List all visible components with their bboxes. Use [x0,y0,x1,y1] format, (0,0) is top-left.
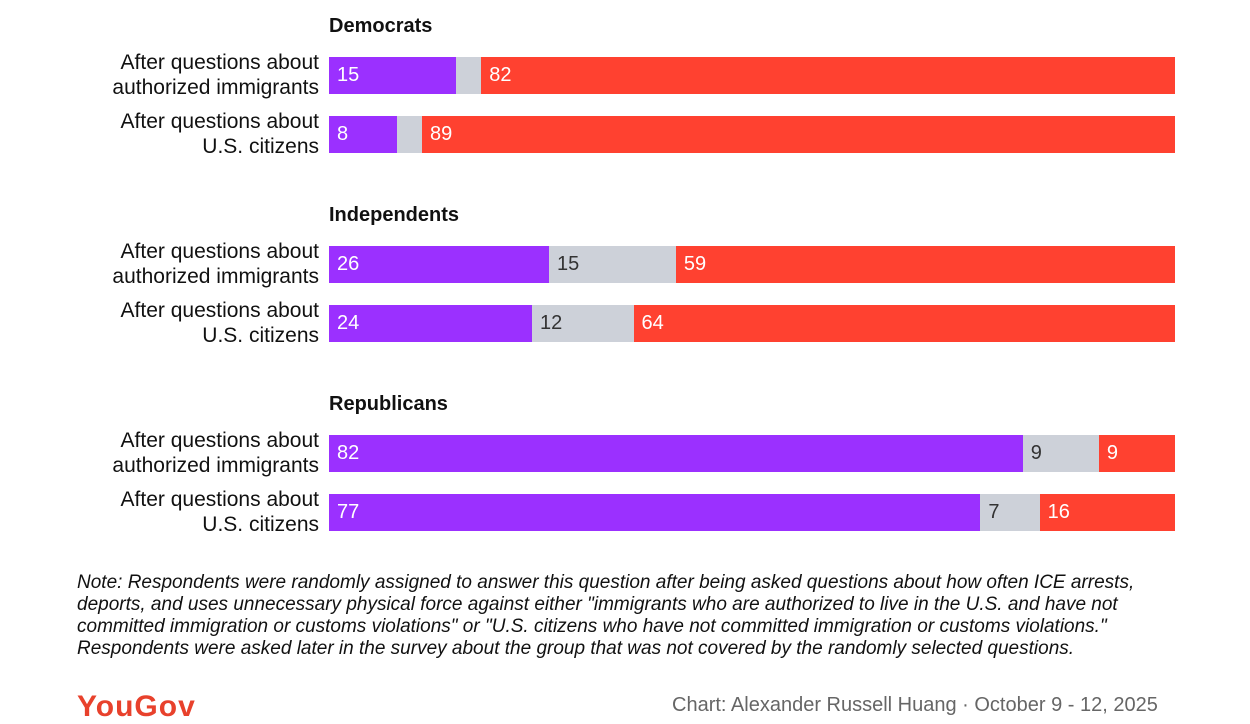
bar-segment-grey: 9 [1022,435,1099,472]
bar-segment-red: 82 [481,57,1175,94]
bar-segment-red: 89 [422,116,1175,153]
chart-credit: Chart: Alexander Russell Huang · October… [672,694,1158,716]
bar-segment-grey [396,116,423,153]
bar-segment-purple: 24 [329,305,533,342]
bar-segment-red: 16 [1039,494,1175,531]
bar-segment-red: 64 [633,305,1175,342]
row-label-line: authorized immigrants [112,76,319,99]
row-label: After questions about authorized immigran… [19,428,319,478]
bar-segment-purple: 82 [329,435,1023,472]
row-label: After questions about U.S. citizens [19,109,319,159]
stacked-bar: 24 12 64 [329,305,1175,342]
row-label-line: After questions about [120,299,319,322]
row-label-line: U.S. citizens [202,324,319,347]
row-label: After questions about authorized immigran… [19,239,319,289]
stacked-bar: 82 9 9 [329,435,1175,472]
row-label-line: U.S. citizens [202,135,319,158]
stacked-bar: 26 15 59 [329,246,1175,283]
group-title: Independents [329,204,460,226]
bar-segment-grey [455,57,482,94]
bar-segment-grey: 15 [548,246,676,283]
bar-segment-purple: 26 [329,246,549,283]
row-label-line: After questions about [120,488,319,511]
row-label: After questions about U.S. citizens [19,298,319,348]
bar-segment-purple: 8 [329,116,397,153]
stacked-bar: 8 89 [329,116,1175,153]
group-title: Democrats [329,15,433,37]
yougov-logo: YouGov [77,690,196,723]
bar-segment-purple: 15 [329,57,456,94]
bar-segment-red: 9 [1098,435,1175,472]
row-label-line: authorized immigrants [112,265,319,288]
bar-segment-grey: 7 [980,494,1040,531]
row-label-line: After questions about [120,110,319,133]
row-label-line: U.S. citizens [202,513,319,536]
group-title: Republicans [329,393,448,415]
stacked-bar: 77 7 16 [329,494,1175,531]
bar-segment-red: 59 [675,246,1175,283]
row-label-line: authorized immigrants [112,454,319,477]
stacked-bar: 15 82 [329,57,1175,94]
row-label-line: After questions about [120,240,319,263]
row-label: After questions about U.S. citizens [19,487,319,537]
row-label-line: After questions about [120,429,319,452]
chart-note: Note: Respondents were randomly assigned… [77,572,1135,659]
row-label: After questions about authorized immigran… [19,50,319,100]
bar-segment-purple: 77 [329,494,981,531]
bar-segment-grey: 12 [532,305,634,342]
row-label-line: After questions about [120,51,319,74]
